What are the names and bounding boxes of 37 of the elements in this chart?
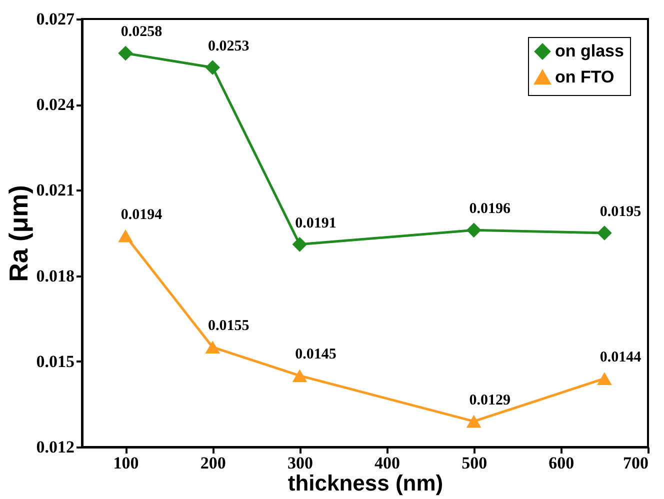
legend-label: on glass [555,42,624,60]
x-tick-label: 200 [200,454,226,472]
point [292,369,308,382]
point [118,46,133,61]
point [118,229,133,242]
data-label: 0.0194 [120,206,163,223]
x-tick-label: 100 [113,454,139,472]
y-tick-label: 0.021 [36,180,74,200]
data-label: 0.0129 [469,392,510,408]
y-axis-title: Ra (μm) [3,185,34,282]
data-label: 0.0196 [469,201,511,218]
x-tick-label: 400 [374,454,400,472]
data-label: 0.0145 [295,346,336,363]
point [466,222,482,238]
x-axis-title: thickness (nm) [288,470,444,496]
x-tick-label: 600 [548,454,574,472]
data-label: 0.0195 [600,204,642,220]
x-tick-label: 700 [623,454,648,472]
point [205,340,220,354]
y-tick-label: 0.015 [36,352,74,371]
data-label: 0.0144 [600,350,642,366]
data-label: 0.0155 [208,318,250,334]
point [597,226,612,240]
point [292,236,308,252]
data-label: 0.0253 [208,38,250,55]
x-tick-label: 500 [462,454,488,472]
y-tick-label: 0.024 [36,95,75,114]
data-label: 0.0258 [120,24,162,40]
legend-label: on FTO [555,68,614,86]
point [466,414,482,428]
data-label: 0.0191 [295,215,336,232]
x-tick-label: 300 [287,454,313,472]
point [205,60,220,75]
y-tick-label: 0.012 [36,438,74,456]
y-tick-label: 0.027 [36,10,75,28]
point [597,372,612,385]
y-tick-label: 0.018 [36,266,74,286]
